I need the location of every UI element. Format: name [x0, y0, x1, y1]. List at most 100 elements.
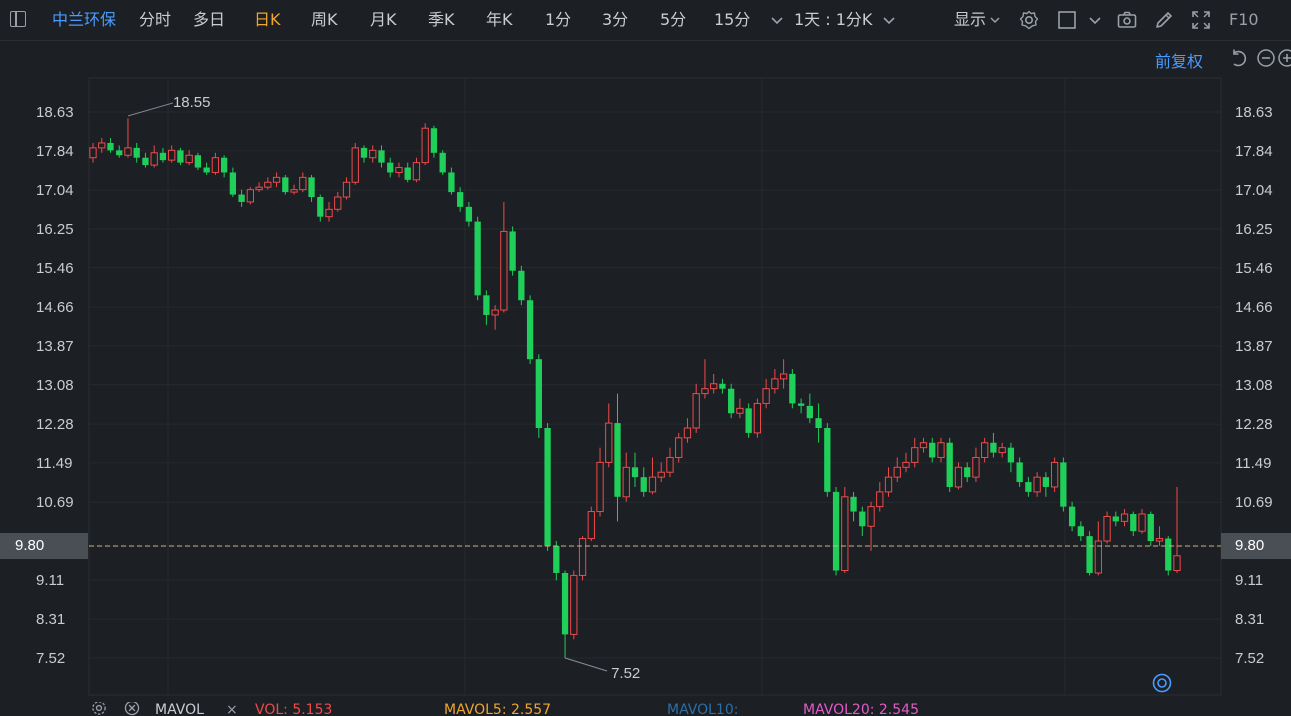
reset-undo-icon[interactable] [1228, 47, 1250, 69]
candle [596, 447, 604, 517]
zoom-in-icon[interactable] [1276, 47, 1291, 69]
candle [465, 201, 473, 227]
tab-3min[interactable]: 3分 [602, 10, 629, 29]
candle [404, 162, 411, 183]
tab-multi-day[interactable]: 多日 [193, 10, 226, 29]
candle [893, 457, 901, 483]
candle-body-up [911, 447, 919, 463]
tab-15min[interactable]: 15分 [714, 10, 751, 29]
candle-body-down [806, 405, 813, 419]
candle-body-down [430, 128, 438, 153]
candle-body-down [378, 150, 385, 163]
display-menu[interactable]: 显示 [954, 10, 987, 29]
candle-body-down [509, 231, 516, 271]
candle-body-up [596, 461, 604, 513]
candle [124, 118, 132, 158]
tab-intraday[interactable]: 分时 [139, 10, 172, 29]
more-periods-chevron-icon[interactable] [766, 9, 788, 31]
candle [255, 182, 263, 193]
candle-body-up [150, 152, 158, 166]
zoom-out-icon[interactable] [1255, 47, 1277, 69]
y-tick-left: 17.04 [36, 182, 74, 199]
candle-body-up [841, 496, 849, 572]
candle [483, 290, 490, 325]
candle-body-down [282, 177, 289, 193]
candle-body-up [264, 181, 272, 188]
fullscreen-icon[interactable] [1190, 9, 1212, 31]
tab-weekly-k[interactable]: 周K [311, 10, 338, 29]
interval-select[interactable]: 1天 : 1分K [794, 10, 873, 29]
candle-body-down [526, 300, 534, 360]
candle [998, 442, 1006, 458]
sidebar-toggle-icon[interactable] [10, 11, 26, 27]
candle-body-up [587, 511, 595, 540]
indicator-chevron-icon[interactable]: × [226, 702, 238, 716]
y-tick-right: 11.49 [1235, 455, 1271, 472]
candle-body-up [211, 157, 220, 173]
y-tick-right: 8.31 [1235, 611, 1264, 628]
y-tick-left: 12.28 [36, 416, 74, 433]
candle [439, 150, 446, 175]
settings-gear-icon[interactable] [1018, 9, 1040, 31]
candle [290, 184, 298, 195]
candle [317, 194, 324, 222]
candle-body-down [1016, 462, 1023, 483]
draw-pencil-icon[interactable] [1153, 9, 1175, 31]
indicator-name[interactable]: MAVOL [155, 702, 204, 716]
candle-body-down [483, 295, 490, 315]
candle [824, 423, 831, 497]
candle [220, 155, 228, 178]
candle [1173, 486, 1181, 573]
candle-body-down [964, 467, 971, 478]
candle-body-down [535, 359, 542, 429]
current-price-label-left: 9.80 [0, 532, 88, 559]
candle [648, 457, 657, 495]
candle [360, 145, 368, 163]
candle [325, 201, 333, 222]
y-tick-right: 13.87 [1235, 338, 1273, 355]
candle [692, 383, 700, 433]
grid-lines-vertical [167, 78, 1066, 695]
camera-icon[interactable] [1116, 9, 1138, 31]
candle-body-up [683, 427, 692, 439]
interval-chevron-icon[interactable] [878, 9, 900, 31]
checkbox-chevron-icon[interactable] [1084, 9, 1106, 31]
candle-body-down [465, 206, 473, 222]
tab-quarterly-k[interactable]: 季K [428, 10, 455, 29]
stock-name[interactable]: 中兰环保 [52, 10, 117, 29]
candle-body-down [990, 442, 997, 453]
candle [238, 189, 245, 207]
f10-button[interactable]: F10 [1229, 10, 1259, 29]
tab-yearly-k[interactable]: 年K [486, 10, 513, 29]
candle [448, 167, 455, 195]
candle [990, 432, 997, 458]
tab-1min[interactable]: 1分 [545, 10, 572, 29]
tab-daily-k[interactable]: 日K [254, 10, 281, 29]
candle-body-down [614, 423, 621, 497]
candle-body-up [867, 506, 875, 527]
indicator-settings-gear-icon[interactable] [90, 702, 108, 716]
tab-monthly-k[interactable]: 月K [370, 10, 397, 29]
display-chevron-icon[interactable] [988, 9, 1002, 31]
candle [902, 452, 910, 473]
kline-chart[interactable]: 18.63 17.84 17.04 16.25 15.46 14.66 13.87 13.08… [0, 41, 1291, 716]
candle [395, 162, 403, 178]
candle-body-up [395, 167, 403, 173]
candle [133, 142, 140, 163]
candle [168, 145, 176, 163]
locate-target-icon[interactable] [1151, 672, 1173, 694]
candle [412, 157, 421, 183]
candle-body-up [954, 466, 963, 488]
y-tick-left: 18.63 [36, 104, 74, 121]
candle [1025, 477, 1032, 497]
checkbox-icon[interactable] [1056, 9, 1078, 31]
indicator-close-icon[interactable] [123, 702, 141, 716]
tab-5min[interactable]: 5分 [660, 10, 687, 29]
candle [177, 147, 184, 166]
high-marker-label: 18.55 [173, 94, 211, 111]
price-adjust-label[interactable]: 前复权 [1155, 52, 1204, 71]
candle [736, 398, 744, 419]
candle-body-up [255, 186, 263, 191]
high-marker: 18.55 [127, 94, 211, 117]
candle [762, 378, 770, 409]
